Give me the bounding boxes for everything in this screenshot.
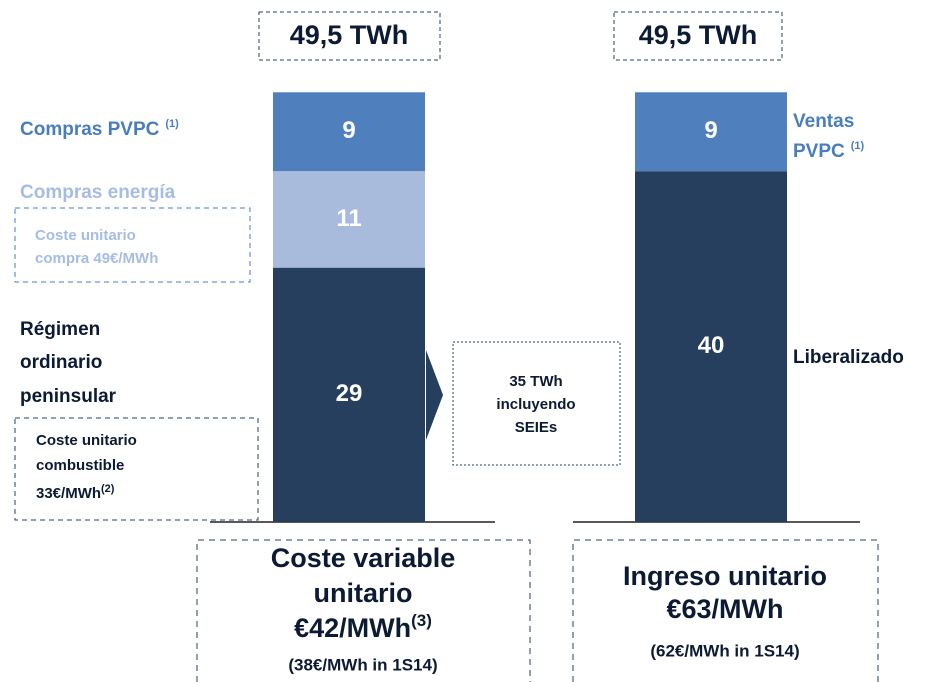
note-text: combustible — [36, 457, 124, 474]
footnote: (1) — [165, 118, 179, 130]
label: peninsular — [20, 386, 117, 407]
value-label: 9 — [342, 117, 355, 144]
note-text: 33€/MWh — [36, 485, 101, 502]
label-text: PVPC — [793, 141, 845, 162]
label: Compras energía — [20, 182, 176, 203]
summary-text: €42/MWh(3) — [294, 611, 432, 643]
note-text: 33€/MWh(2) — [36, 483, 115, 502]
footnote: (1) — [851, 140, 865, 152]
total-label: 49,5 TWh — [290, 20, 409, 50]
summary-text: €42/MWh — [294, 613, 411, 643]
bar-segment — [635, 171, 787, 522]
note-text: SEIEs — [515, 419, 558, 436]
total-box — [258, 11, 441, 61]
total-label: 49,5 TWh — [639, 20, 758, 50]
summary-box — [572, 539, 879, 682]
summary-text: Ingreso unitario — [623, 561, 827, 591]
summary-text: Coste variable — [271, 543, 456, 573]
note-box — [14, 417, 259, 521]
bar-segment — [273, 267, 425, 522]
summary-text: unitario — [314, 578, 413, 608]
bar-segment — [273, 171, 425, 268]
summary-note: (62€/MWh in 1S14) — [650, 641, 799, 660]
note-text: compra 49€/MWh — [35, 250, 158, 267]
value-label: 40 — [698, 332, 725, 359]
note-text: incluyendo — [496, 396, 575, 413]
value-label: 11 — [336, 205, 361, 232]
summary-note: (38€/MWh in 1S14) — [288, 655, 437, 674]
summary-box — [196, 539, 531, 682]
label: Compras PVPC (1) — [20, 118, 179, 140]
label: Régimen — [20, 319, 100, 340]
summary-text: €63/MWh — [666, 594, 783, 624]
note-text: Coste unitario — [35, 227, 136, 244]
label: Ventas — [793, 111, 854, 132]
bar-segment — [635, 92, 787, 172]
value-label: 29 — [336, 380, 363, 407]
label: PVPC (1) — [793, 140, 865, 162]
total-box — [613, 11, 783, 61]
label-text: Compras PVPC — [20, 119, 160, 140]
note-text: 35 TWh — [509, 373, 562, 390]
label: ordinario — [20, 352, 102, 373]
bar-segment — [273, 92, 425, 172]
note-text: Coste unitario — [36, 432, 137, 449]
note-box — [452, 341, 621, 466]
footnote: (2) — [101, 483, 115, 495]
footnote: (3) — [411, 611, 432, 630]
note-box — [14, 207, 251, 283]
label: Liberalizado — [793, 347, 904, 368]
value-label: 9 — [704, 117, 717, 144]
arrow — [426, 350, 443, 440]
